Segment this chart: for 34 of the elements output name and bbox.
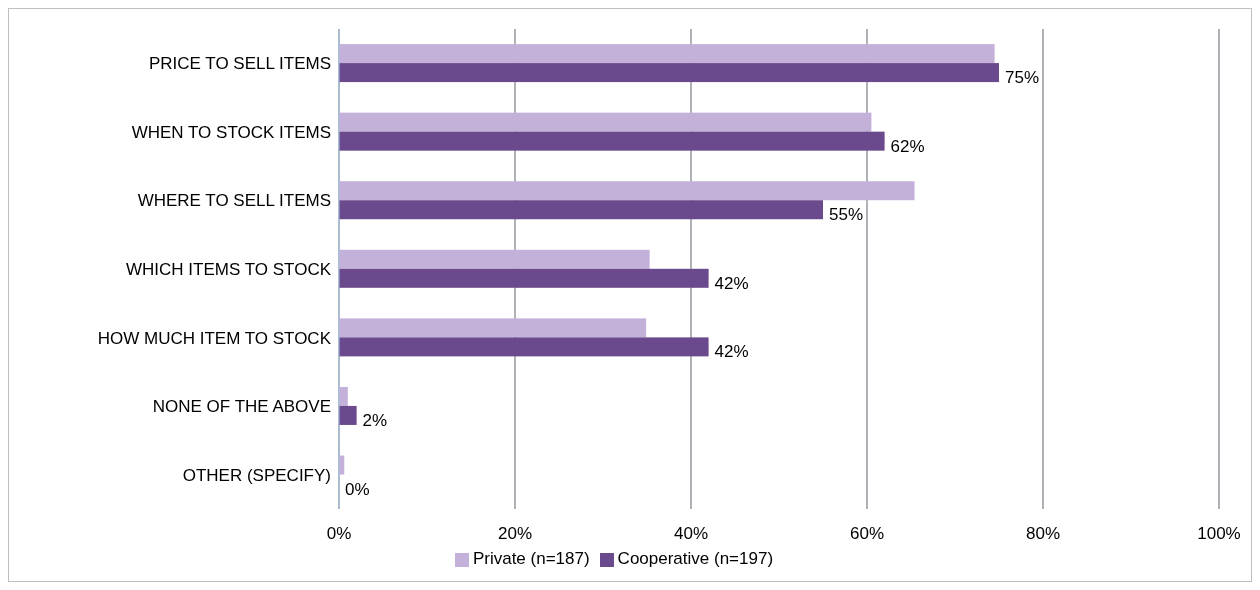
- bar: [339, 337, 709, 357]
- bar: [339, 249, 650, 269]
- bar: [339, 112, 872, 132]
- bar: [339, 131, 885, 151]
- y-tick-label: OTHER (SPECIFY): [182, 465, 331, 485]
- x-tick-label: 20%: [497, 524, 533, 544]
- y-tick-label: PRICE TO SELL ITEMS: [148, 54, 331, 74]
- data-label: 55%: [829, 205, 864, 225]
- data-label: 2%: [362, 410, 388, 430]
- data-label: 62%: [890, 136, 925, 156]
- y-tick-label: NONE OF THE ABOVE: [152, 397, 331, 417]
- x-tick-label: 60%: [849, 524, 885, 544]
- y-tick-label: WHICH ITEMS TO STOCK: [126, 260, 332, 280]
- bar: [339, 386, 348, 406]
- data-label: 0%: [345, 479, 370, 499]
- x-tick-label: 40%: [673, 524, 709, 544]
- legend-label: Private (n=187): [472, 549, 590, 568]
- legend-label: Cooperative (n=197): [617, 549, 774, 568]
- y-tick-label: WHERE TO SELL ITEMS: [137, 191, 331, 211]
- data-label: 42%: [714, 273, 749, 293]
- bar: [339, 200, 823, 220]
- bar: [339, 405, 357, 425]
- y-tick-label: HOW MUCH ITEM TO STOCK: [97, 328, 332, 348]
- data-label: 42%: [714, 342, 749, 362]
- bar: [339, 44, 995, 64]
- x-tick-label: 80%: [1025, 524, 1061, 544]
- bar: [339, 318, 647, 338]
- x-tick-label: 100%: [1197, 524, 1241, 544]
- bar: [339, 181, 915, 201]
- bar: [339, 268, 709, 288]
- bar: [339, 63, 999, 83]
- y-tick-label: WHEN TO STOCK ITEMS: [131, 122, 331, 142]
- data-label: 75%: [1005, 68, 1040, 88]
- x-tick-label: 0%: [326, 524, 352, 544]
